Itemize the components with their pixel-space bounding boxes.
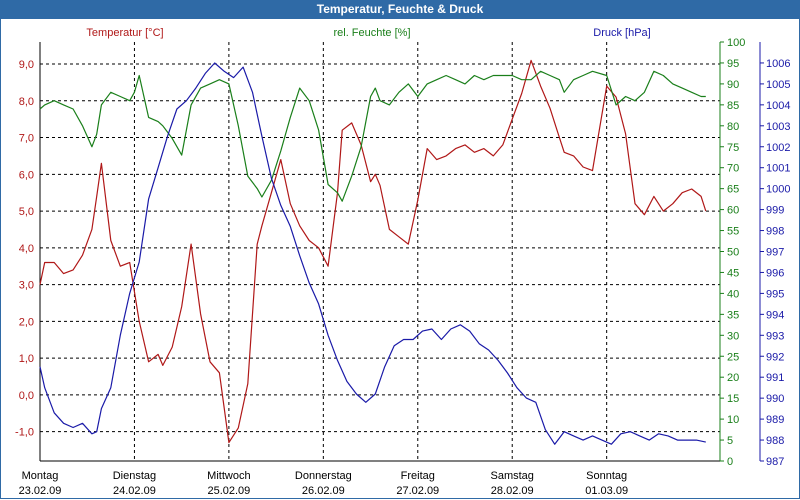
x-date-label: 26.02.09 [302, 485, 345, 497]
temp-tick-label: -1,0 [15, 427, 34, 439]
hum-tick-label: 25 [727, 351, 739, 363]
hum-tick-label: 35 [727, 309, 739, 321]
temp-tick-label: 2,0 [19, 316, 34, 328]
hum-tick-label: 45 [727, 267, 739, 279]
hum-tick-label: 90 [727, 79, 739, 91]
press-tick-label: 997 [766, 247, 784, 259]
window-title: Temperatur, Feuchte & Druck [0, 0, 800, 19]
press-tick-label: 987 [766, 456, 784, 468]
hum-tick-label: 10 [727, 414, 739, 426]
x-day-label: Donnerstag [295, 470, 352, 482]
x-day-label: Dienstag [113, 470, 156, 482]
series-line-press [39, 62, 706, 445]
press-tick-label: 993 [766, 330, 784, 342]
temp-tick-label: 7,0 [19, 133, 34, 145]
hum-tick-label: 50 [727, 247, 739, 259]
hum-tick-label: 60 [727, 205, 739, 217]
temp-axis-title: Temperatur [°C] [86, 27, 163, 39]
x-date-label: 23.02.09 [19, 485, 62, 497]
temp-tick-label: 9,0 [19, 59, 34, 71]
press-tick-label: 1004 [766, 100, 790, 112]
hum-tick-label: 20 [727, 372, 739, 384]
hum-tick-label: 30 [727, 330, 739, 342]
x-date-label: 25.02.09 [207, 485, 250, 497]
series-line-temp [39, 59, 707, 444]
temp-tick-label: 3,0 [19, 280, 34, 292]
x-day-label: Samstag [491, 470, 534, 482]
press-tick-label: 1005 [766, 79, 790, 91]
hum-tick-label: 100 [727, 37, 745, 49]
temp-tick-label: 4,0 [19, 243, 34, 255]
press-tick-label: 998 [766, 226, 784, 238]
hum-tick-label: 15 [727, 393, 739, 405]
press-tick-label: 989 [766, 414, 784, 426]
press-tick-label: 1001 [766, 163, 790, 175]
x-date-label: 27.02.09 [396, 485, 439, 497]
label-layer: 9,08,07,06,05,04,03,02,01,00,0-1,0100959… [15, 27, 790, 497]
hum-tick-label: 5 [727, 435, 733, 447]
press-tick-label: 988 [766, 435, 784, 447]
press-tick-label: 991 [766, 372, 784, 384]
hum-tick-label: 65 [727, 184, 739, 196]
hum-tick-label: 80 [727, 121, 739, 133]
press-tick-label: 992 [766, 351, 784, 363]
x-day-label: Mittwoch [207, 470, 250, 482]
hum-tick-label: 75 [727, 142, 739, 154]
hum-tick-label: 0 [727, 456, 733, 468]
hum-tick-label: 85 [727, 100, 739, 112]
grid-layer [39, 41, 764, 462]
x-day-label: Sonntag [586, 470, 627, 482]
temp-tick-label: 0,0 [19, 390, 34, 402]
press-tick-label: 1000 [766, 184, 790, 196]
press-tick-label: 1006 [766, 58, 790, 70]
temp-tick-label: 5,0 [19, 206, 34, 218]
temp-tick-label: 1,0 [19, 353, 34, 365]
x-day-label: Montag [22, 470, 59, 482]
press-tick-label: 994 [766, 309, 784, 321]
x-day-label: Freitag [401, 470, 435, 482]
x-date-label: 01.03.09 [585, 485, 628, 497]
hum-tick-label: 70 [727, 163, 739, 175]
press-tick-label: 999 [766, 205, 784, 217]
series-layer [39, 59, 707, 445]
hum-tick-label: 55 [727, 226, 739, 238]
press-tick-label: 1003 [766, 121, 790, 133]
press-axis-title: Druck [hPa] [593, 27, 650, 39]
press-tick-label: 1002 [766, 142, 790, 154]
press-tick-label: 996 [766, 267, 784, 279]
press-tick-label: 995 [766, 288, 784, 300]
hum-tick-label: 95 [727, 58, 739, 70]
hum-tick-label: 40 [727, 288, 739, 300]
temp-tick-label: 6,0 [19, 169, 34, 181]
x-date-label: 28.02.09 [491, 485, 534, 497]
x-date-label: 24.02.09 [113, 485, 156, 497]
temp-tick-label: 8,0 [19, 96, 34, 108]
hum-axis-title: rel. Feuchte [%] [333, 27, 410, 39]
press-tick-label: 990 [766, 393, 784, 405]
series-line-hum [39, 70, 706, 202]
